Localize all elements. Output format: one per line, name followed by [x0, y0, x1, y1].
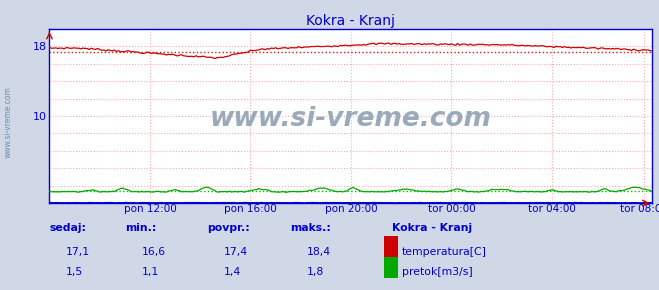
Text: 17,1: 17,1: [66, 247, 90, 257]
Text: 1,5: 1,5: [66, 267, 83, 277]
Text: 18,4: 18,4: [306, 247, 331, 257]
Text: www.si-vreme.com: www.si-vreme.com: [210, 106, 492, 133]
Text: temperatura[C]: temperatura[C]: [402, 247, 487, 257]
Text: 1,1: 1,1: [142, 267, 159, 277]
Text: sedaj:: sedaj:: [49, 224, 86, 233]
Text: 1,8: 1,8: [306, 267, 324, 277]
Title: Kokra - Kranj: Kokra - Kranj: [306, 14, 395, 28]
Text: povpr.:: povpr.:: [208, 224, 250, 233]
Text: min.:: min.:: [125, 224, 157, 233]
Text: maks.:: maks.:: [290, 224, 331, 233]
Text: 17,4: 17,4: [224, 247, 248, 257]
Text: Kokra - Kranj: Kokra - Kranj: [392, 224, 473, 233]
Text: 1,4: 1,4: [224, 267, 241, 277]
Text: 16,6: 16,6: [142, 247, 166, 257]
Text: www.si-vreme.com: www.si-vreme.com: [3, 86, 13, 158]
Text: pretok[m3/s]: pretok[m3/s]: [402, 267, 473, 277]
